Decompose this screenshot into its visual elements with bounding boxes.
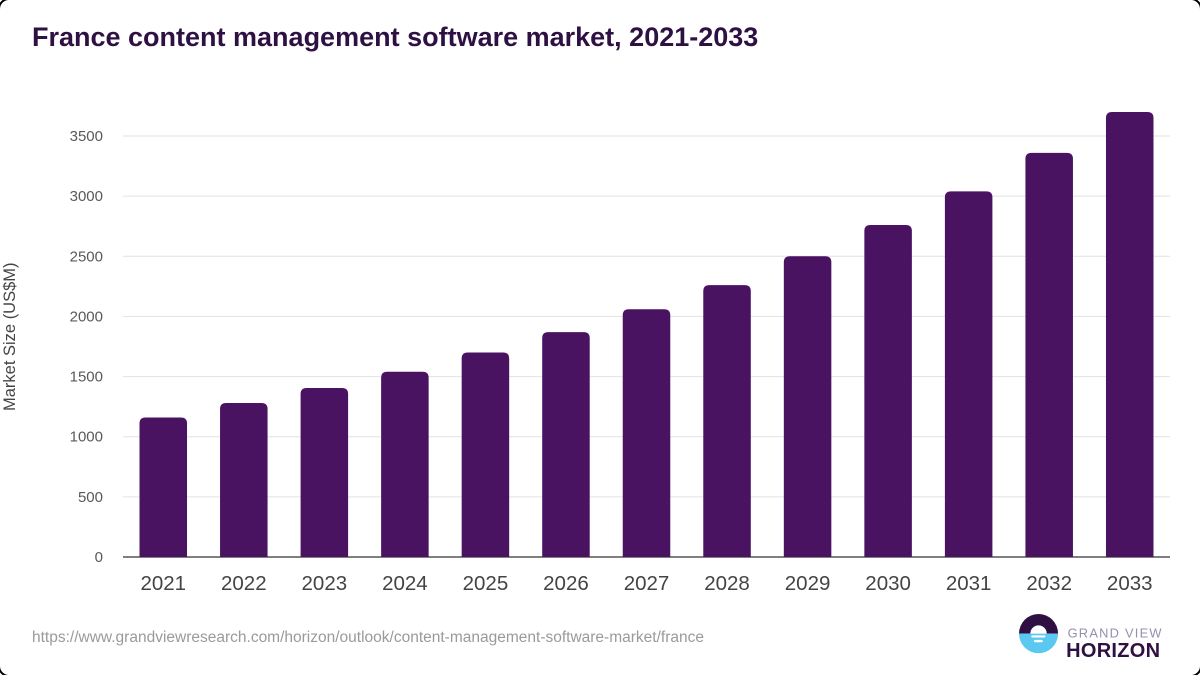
svg-text:2025: 2025: [463, 572, 509, 595]
svg-text:3500: 3500: [70, 128, 103, 145]
svg-text:2033: 2033: [1107, 572, 1153, 595]
svg-text:2023: 2023: [302, 572, 348, 595]
svg-text:500: 500: [78, 489, 103, 506]
svg-text:2022: 2022: [221, 572, 267, 595]
svg-text:2026: 2026: [543, 572, 589, 595]
svg-text:2030: 2030: [865, 572, 911, 595]
svg-text:2028: 2028: [704, 572, 750, 595]
svg-text:2027: 2027: [624, 572, 670, 595]
svg-text:1000: 1000: [70, 429, 103, 446]
svg-text:0: 0: [95, 549, 103, 566]
svg-text:2024: 2024: [382, 572, 428, 595]
svg-text:HORIZON: HORIZON: [1066, 640, 1160, 658]
svg-text:2500: 2500: [70, 248, 103, 265]
svg-text:2029: 2029: [785, 572, 831, 595]
svg-text:2021: 2021: [140, 572, 186, 595]
svg-text:2032: 2032: [1026, 572, 1072, 595]
svg-text:2000: 2000: [70, 308, 103, 325]
svg-text:1500: 1500: [70, 369, 103, 386]
svg-text:3000: 3000: [70, 188, 103, 205]
svg-text:2031: 2031: [946, 572, 992, 595]
svg-text:GRAND VIEW: GRAND VIEW: [1068, 625, 1163, 640]
